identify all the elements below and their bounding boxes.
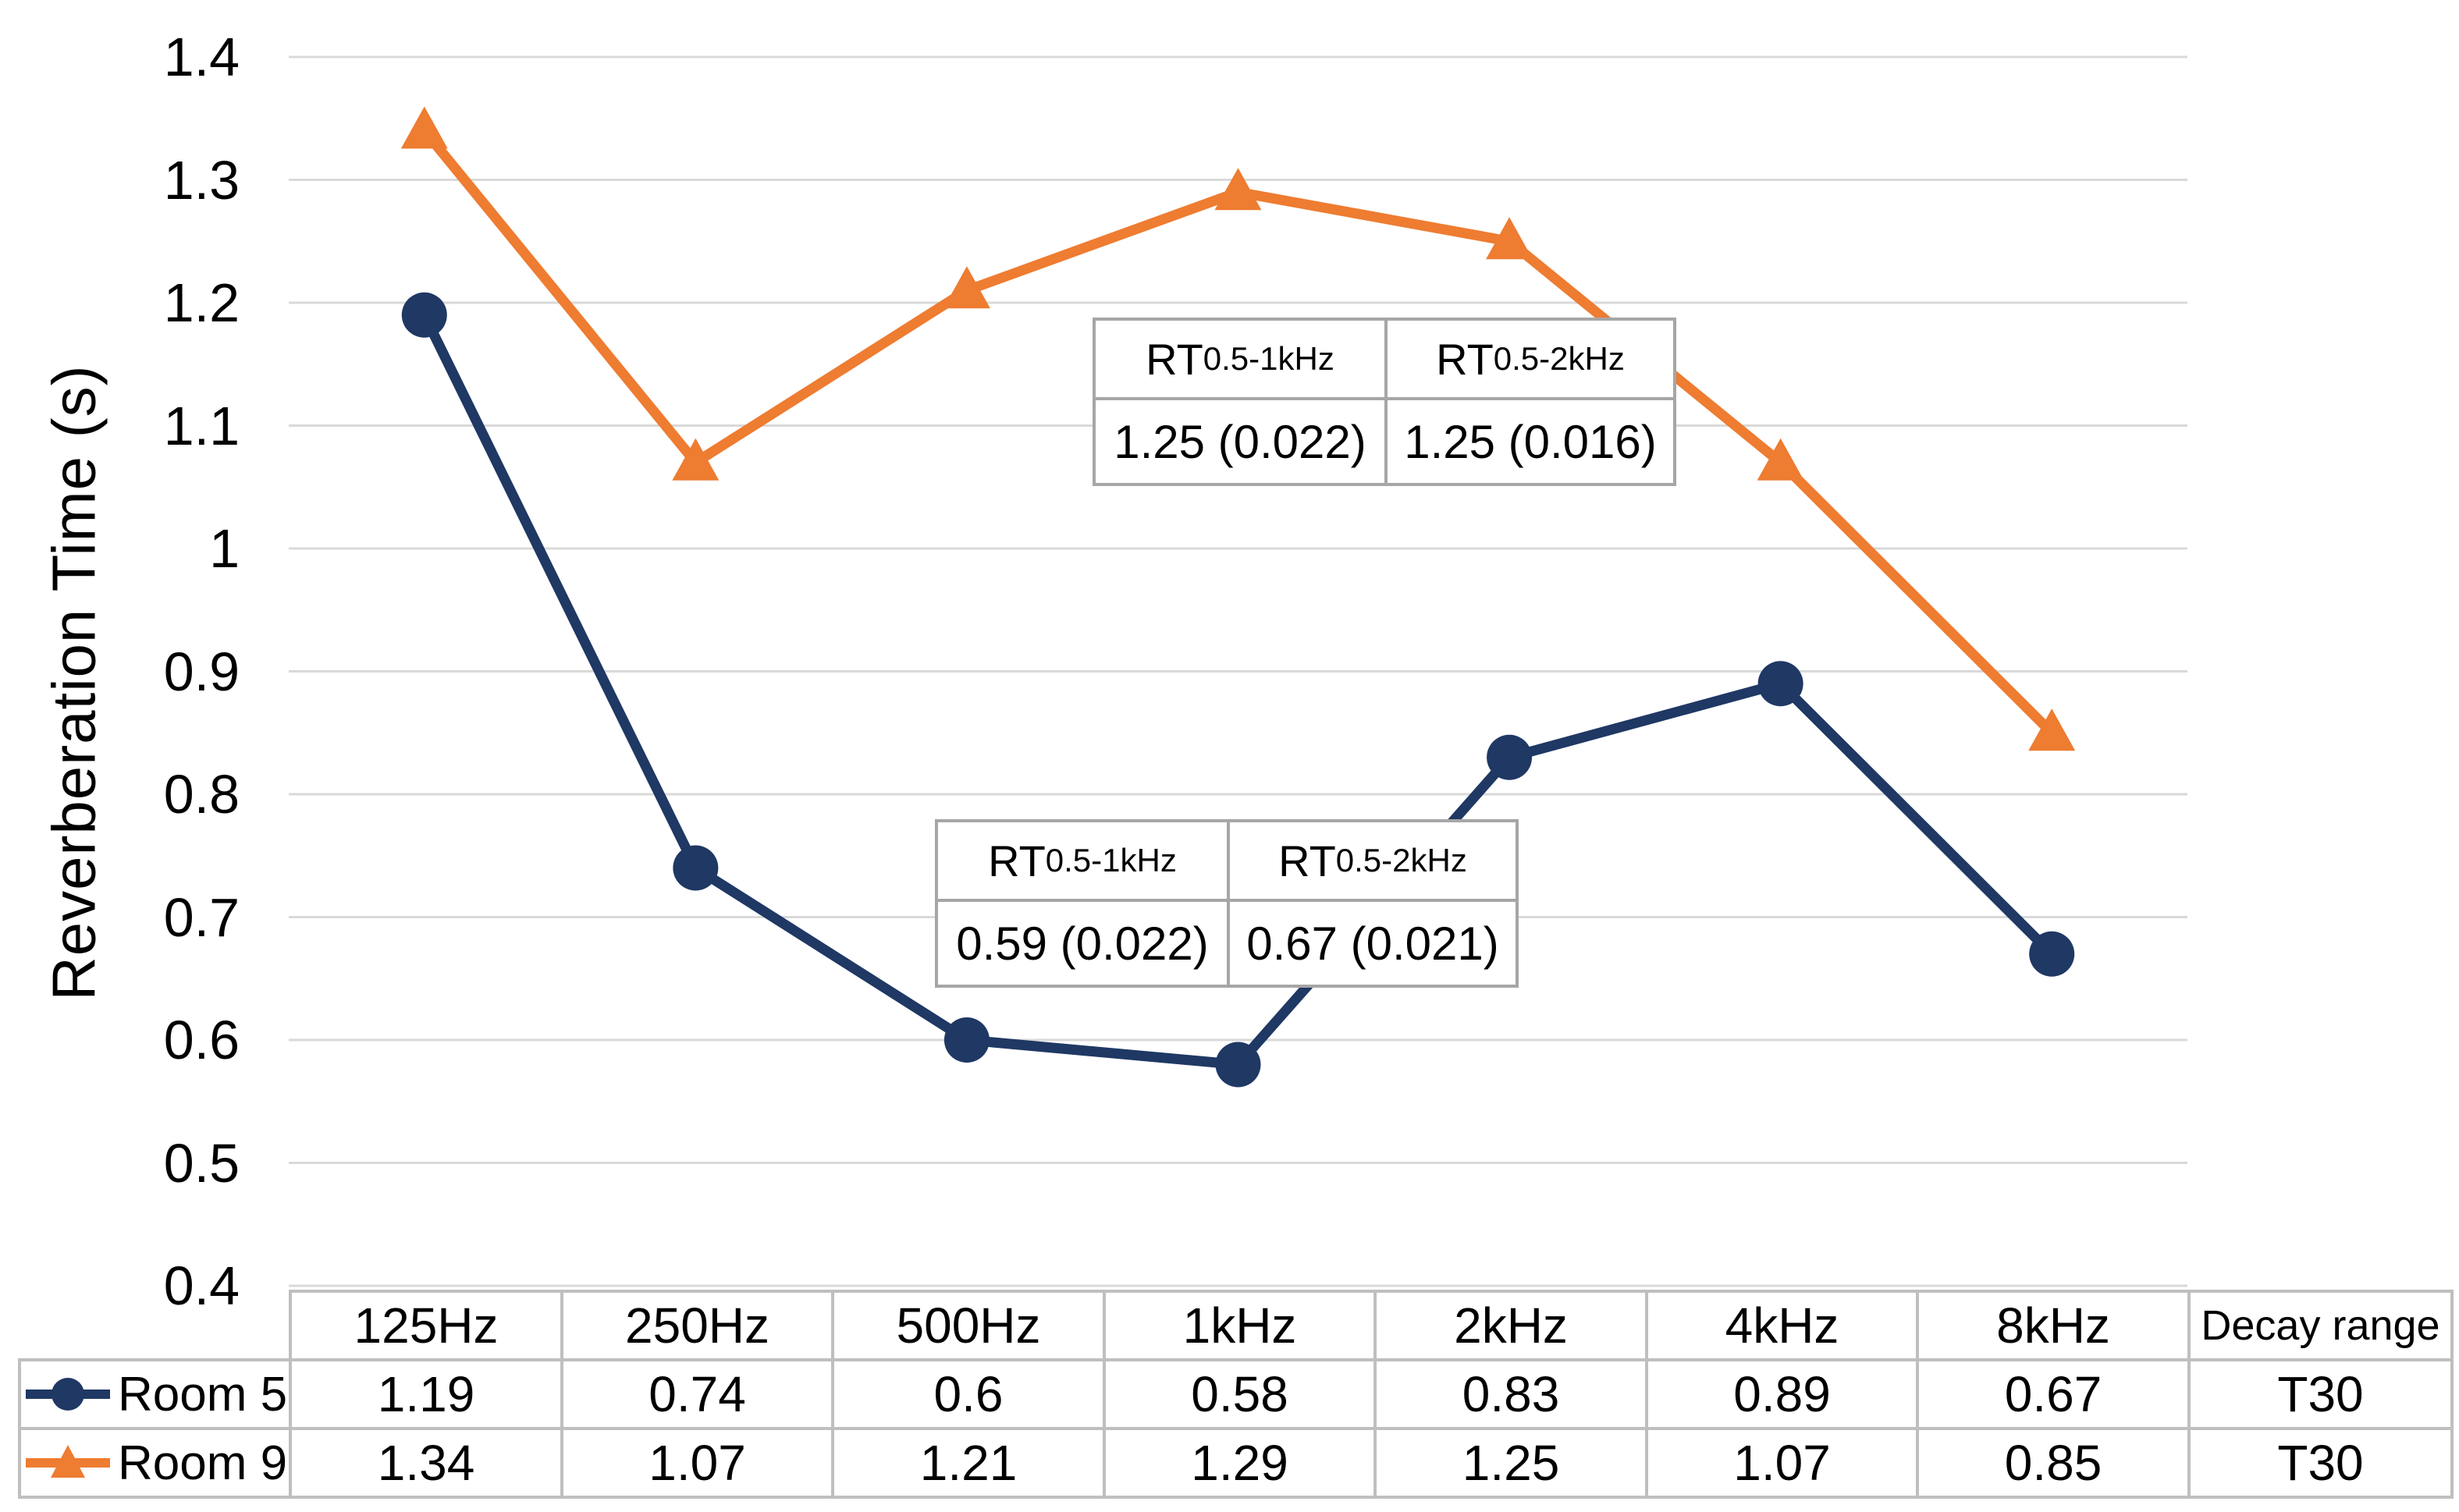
table-cell: 0.6: [831, 1358, 1106, 1430]
col-header: 2kHz: [1373, 1290, 1648, 1361]
data-point-room-9: [1486, 217, 1533, 260]
legend-marker-circle-icon: [26, 1378, 110, 1411]
data-point-room-5: [673, 845, 719, 891]
table-cell: 1.07: [1645, 1427, 1919, 1499]
table-cell: 0.85: [1916, 1427, 2191, 1499]
y-tick-label: 0.7: [163, 886, 240, 948]
y-tick-label: 1: [209, 518, 240, 579]
data-point-room-9: [1757, 438, 1804, 481]
col-header: 250Hz: [560, 1290, 834, 1361]
table-cell: 1.19: [289, 1358, 563, 1430]
table-cell: 0.58: [1103, 1358, 1377, 1430]
table-cell: 0.67: [1916, 1358, 2191, 1430]
data-point-room-9: [672, 438, 720, 481]
data-point-room-5: [1757, 661, 1803, 707]
data-point-room-9: [400, 106, 448, 149]
y-tick-label: 0.8: [163, 764, 240, 825]
data-point-room-5: [401, 292, 447, 338]
data-point-room-5: [1487, 734, 1533, 780]
col-header: 1kHz: [1103, 1290, 1377, 1361]
legend-entry: Room 9: [23, 1436, 288, 1491]
table-cell: 1.29: [1103, 1427, 1377, 1499]
decay-range-cell: T30: [2187, 1358, 2454, 1430]
data-point-room-5: [943, 1017, 990, 1063]
table-cell: 1.21: [831, 1427, 1106, 1499]
y-tick-label: 1.4: [163, 27, 240, 87]
y-tick-label: 0.4: [163, 1255, 240, 1316]
table-header-row: 125Hz 250Hz 500Hz 1kHz 2kHz 4kHz 8kHz Decay ran…: [20, 1290, 2454, 1361]
table-cell: 0.89: [1645, 1358, 1919, 1430]
data-point-room-9: [2028, 708, 2076, 751]
annotation-value: 0.59 (0.022): [938, 899, 1227, 985]
data-point-room-9: [1214, 168, 1262, 211]
table-cell: 0.83: [1373, 1358, 1648, 1430]
col-header: Decay range: [2187, 1290, 2454, 1361]
annotation-header: RT 0.5-1kHz: [988, 836, 1177, 886]
annotation-value: 1.25 (0.016): [1384, 397, 1673, 483]
table-cell: 0.74: [560, 1358, 834, 1430]
y-tick-label: 0.6: [163, 1010, 240, 1070]
legend-label: Room 9: [118, 1436, 288, 1490]
legend-marker-triangle-icon: [26, 1445, 110, 1478]
col-header: 4kHz: [1645, 1290, 1919, 1361]
data-point-room-5: [2029, 931, 2075, 977]
decay-range-cell: T30: [2187, 1427, 2454, 1499]
table-cell: 1.34: [289, 1427, 563, 1499]
col-header: 8kHz: [1916, 1290, 2191, 1361]
col-header: 500Hz: [831, 1290, 1106, 1361]
annotation-header: RT 0.5-1kHz: [1146, 334, 1334, 384]
y-tick-label: 1.1: [163, 395, 240, 456]
col-header: 125Hz: [289, 1290, 563, 1361]
legend-cell: Room 9: [18, 1427, 292, 1499]
table-row: Room 9 1.34 1.07 1.21 1.29 1.25 1.07 0.85 T30: [18, 1427, 2454, 1499]
y-tick-label: 0.5: [163, 1132, 240, 1194]
y-tick-label: 0.9: [163, 641, 240, 702]
data-point-room-5: [1215, 1042, 1261, 1088]
y-tick-label: 1.2: [163, 272, 240, 333]
table-row: Room 5 1.19 0.74 0.6 0.58 0.83 0.89 0.67 T30: [18, 1358, 2454, 1430]
table-cell: 1.07: [560, 1427, 834, 1499]
legend-label: Room 5: [118, 1367, 288, 1421]
annotation-box-room5: RT 0.5-1kHz RT 0.5-2kHz 0.59 (0.022) 0.67 …: [935, 819, 1519, 988]
annotation-value: 0.67 (0.021): [1227, 899, 1516, 985]
annotation-header: RT 0.5-2kHz: [1227, 822, 1516, 899]
table-cell: 1.25: [1373, 1427, 1648, 1499]
y-tick-label: 1.3: [163, 149, 240, 211]
legend-cell: Room 5: [18, 1358, 292, 1430]
data-point-room-9: [943, 266, 990, 309]
annotation-header: RT 0.5-2kHz: [1384, 321, 1673, 397]
annotation-box-room9: RT 0.5-1kHz RT 0.5-2kHz 1.25 (0.022) 1.25 …: [1093, 318, 1676, 486]
annotation-value: 1.25 (0.022): [1096, 397, 1384, 483]
legend-entry: Room 5: [23, 1367, 288, 1422]
data-table: 125Hz 250Hz 500Hz 1kHz 2kHz 4kHz 8kHz Decay ran…: [18, 1290, 2454, 1499]
